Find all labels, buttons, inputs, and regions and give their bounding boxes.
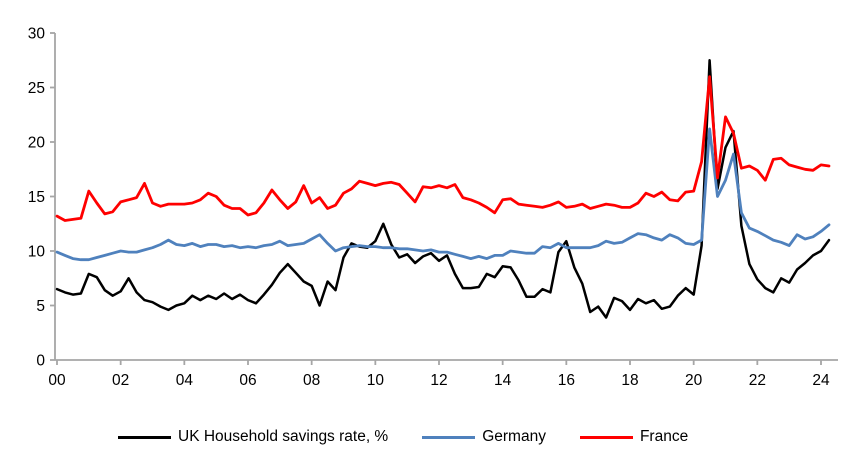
germany-line-swatch	[422, 435, 476, 439]
legend-label-france: France	[639, 428, 689, 445]
x-tick-label: 06	[239, 372, 256, 389]
uk-line-swatch	[118, 435, 171, 439]
y-tick-label: 20	[28, 135, 46, 152]
y-tick-label: 0	[36, 353, 45, 370]
legend-item-germany: Germany	[422, 428, 546, 446]
x-tick-label: 22	[749, 372, 766, 389]
legend-item-france: France	[579, 428, 689, 446]
y-tick-label: 30	[28, 26, 46, 43]
x-tick-label: 20	[685, 372, 703, 389]
y-tick-label: 15	[28, 189, 45, 206]
legend-label-germany: Germany	[482, 428, 546, 445]
x-tick-label: 04	[176, 372, 194, 389]
x-tick-label: 08	[303, 372, 320, 389]
x-tick-label: 24	[812, 372, 830, 389]
x-tick-label: 00	[48, 372, 66, 389]
y-tick-label: 5	[36, 298, 45, 315]
y-tick-label: 10	[28, 244, 46, 261]
x-tick-label: 16	[558, 372, 575, 389]
legend-label-uk: UK Household savings rate, %	[178, 428, 389, 445]
x-tick-label: 12	[430, 372, 447, 389]
germany-series-line	[55, 127, 831, 262]
y-tick-label: 25	[28, 80, 45, 97]
france-line-swatch	[579, 435, 633, 439]
x-tick-label: 10	[367, 372, 385, 389]
x-tick-label: 02	[112, 372, 129, 389]
chart-legend: UK Household savings rate, % Germany Fra…	[118, 428, 688, 446]
uk-series-line	[55, 59, 831, 319]
legend-item-uk: UK Household savings rate, %	[118, 428, 388, 446]
x-tick-label: 18	[621, 372, 638, 389]
france-series-line	[55, 75, 831, 222]
chart-plot-area: 0 5 10 15 20 25 30 00 02 04 06 08 10 12 14 16 18 20 22 24	[28, 26, 838, 389]
x-tick-label: 14	[494, 372, 512, 389]
